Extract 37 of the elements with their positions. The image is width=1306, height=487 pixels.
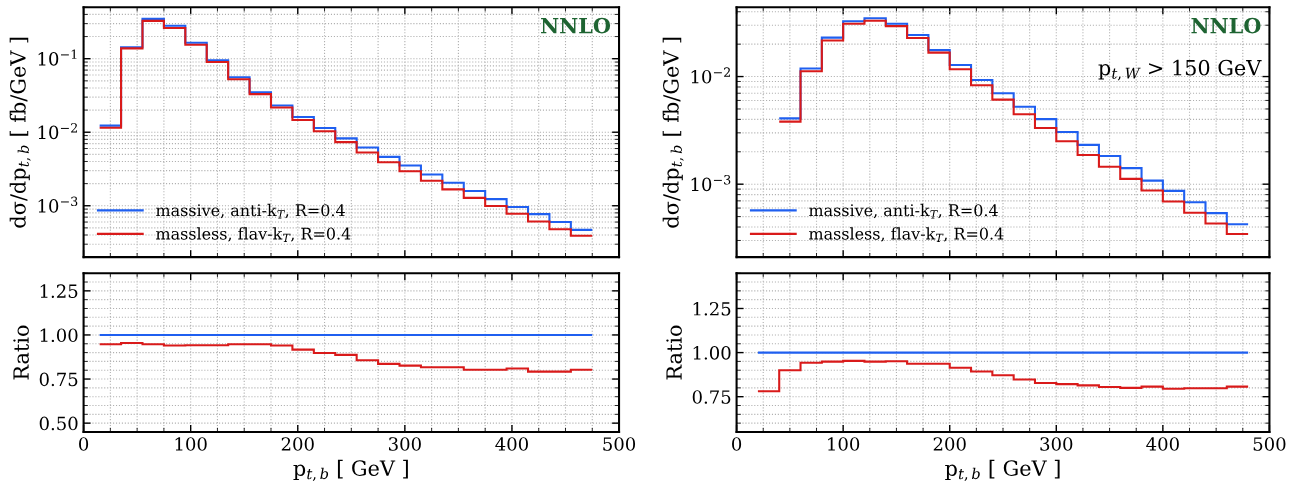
x-tick-label: 0 <box>732 437 742 451</box>
x-tick-label: 300 <box>389 437 421 451</box>
y-tick-label: 1.25 <box>693 301 731 316</box>
x-tick-label: 500 <box>603 437 636 451</box>
x-tick-label: 200 <box>281 437 314 451</box>
x-tick-label: 200 <box>933 437 966 451</box>
series-label: massless, flav-k$_{T}$, R=0.4 <box>156 227 351 242</box>
y-tick-label: 1.00 <box>693 346 731 360</box>
x-tick-label: 300 <box>1040 437 1073 451</box>
y-tick-label: 10$^{−3}$ <box>38 196 78 213</box>
y-tick-label: 10$^{−3}$ <box>691 174 731 192</box>
y-tick-label: 10$^{−1}$ <box>38 49 77 66</box>
y-axis-title: dσ/dp$_{t,b}$ [ fb/GeV ] <box>9 37 31 228</box>
x-tick-label: 400 <box>1146 437 1179 451</box>
y-axis-title: dσ/dp$_{t,b}$ [ fb/GeV ] <box>662 37 684 228</box>
x-tick-label: 100 <box>175 437 207 451</box>
annotation: NNLO <box>1191 17 1261 34</box>
x-axis-title: p$_{t,b}$ [ GeV ] <box>293 459 408 481</box>
y-tick-label: 1.00 <box>40 328 78 343</box>
y-axis-title: Ratio <box>13 325 29 380</box>
y-tick-label: 1.25 <box>40 284 78 298</box>
x-tick-label: 400 <box>495 437 528 451</box>
series-label: massive, anti-k$_{T}$, R=0.4 <box>156 203 345 219</box>
legend-label: massless, flav-k$_{T}$, R=0.4 <box>809 227 1004 242</box>
annotation: NNLO <box>541 17 611 34</box>
y-tick-label: 10$^{−2}$ <box>691 67 730 84</box>
y-axis-title: Ratio <box>666 325 682 380</box>
y-tick-label: 10$^{−2}$ <box>38 123 77 140</box>
legend-label: massive, anti-k$_{T}$, R=0.4 <box>809 203 998 219</box>
x-tick-label: 500 <box>1253 437 1286 451</box>
y-tick-label: 0.50 <box>39 416 78 431</box>
x-tick-label: 100 <box>828 437 860 451</box>
y-tick-label: 0.75 <box>39 372 78 387</box>
x-axis-title: p$_{t,b}$ [ GeV ] <box>945 459 1060 481</box>
x-tick-label: 0 <box>79 437 89 451</box>
y-tick-label: 0.75 <box>692 390 731 404</box>
annotation: p$_{t,W}$ > 150 GeV <box>1098 59 1262 81</box>
